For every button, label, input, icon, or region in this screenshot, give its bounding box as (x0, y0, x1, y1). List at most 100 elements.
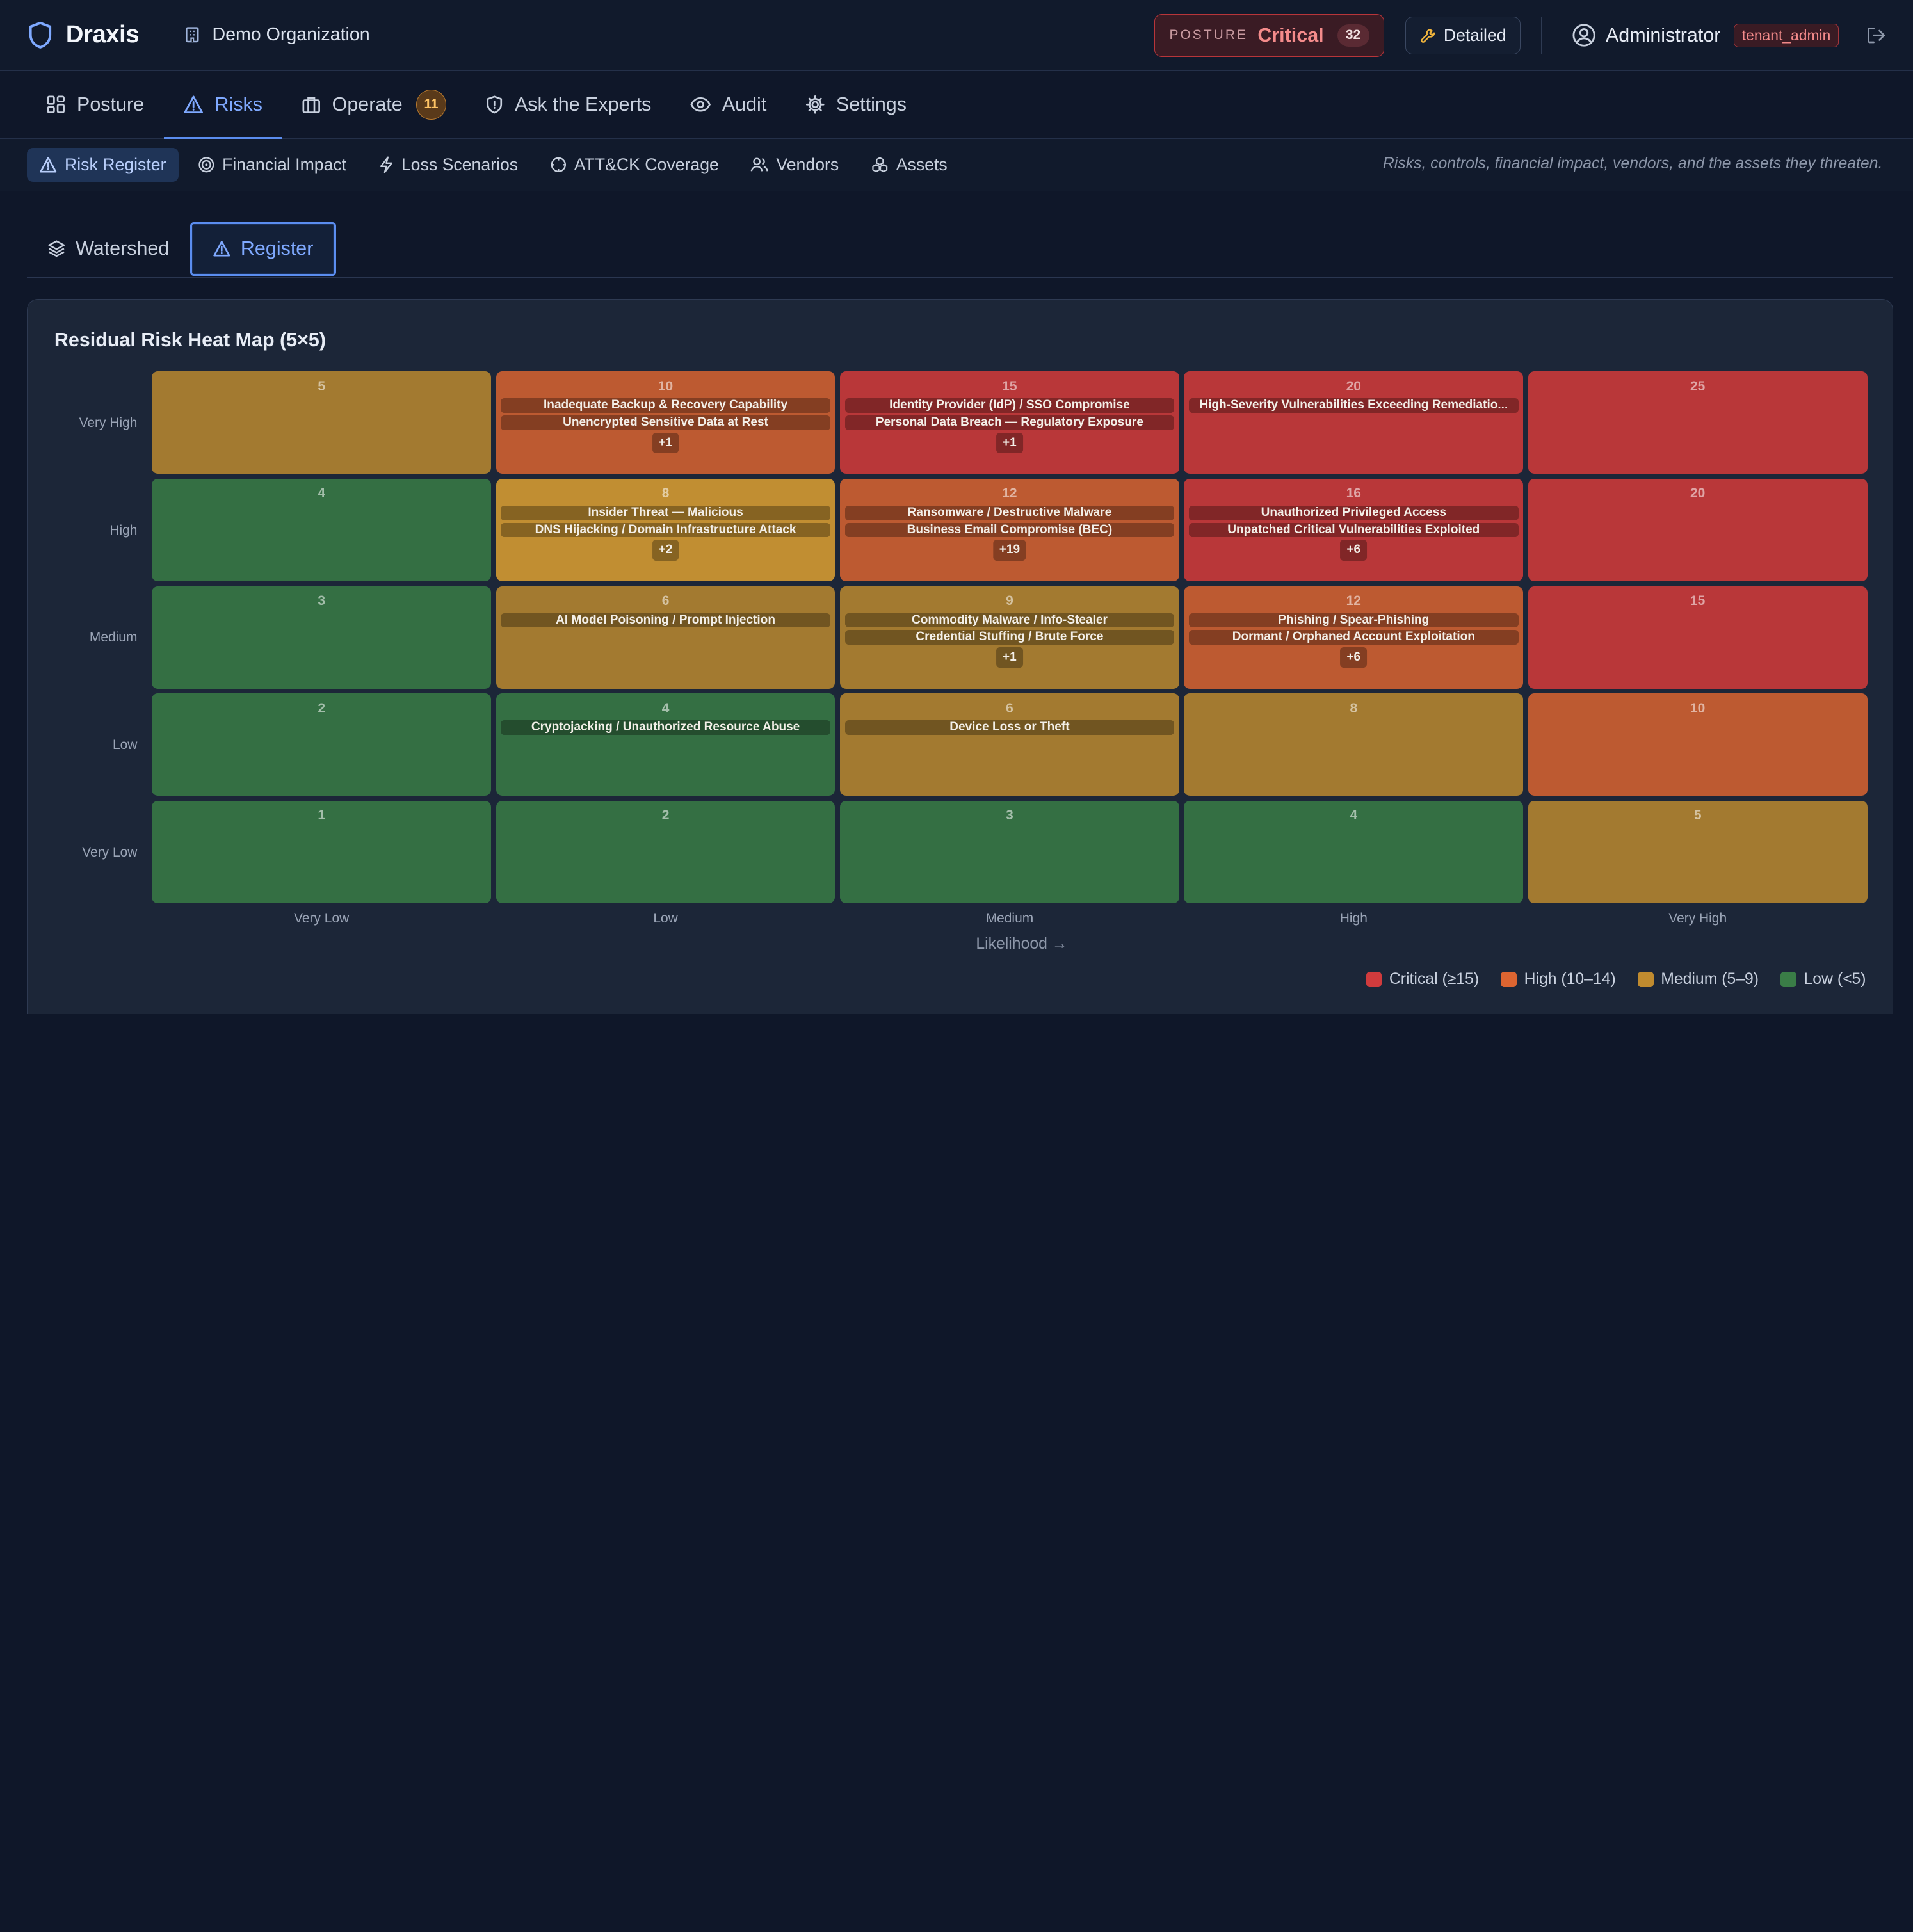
y-axis-label: Very High (79, 415, 138, 430)
heatmap-cell[interactable]: 8 (1184, 693, 1524, 796)
cell-score: 10 (1690, 700, 1706, 716)
risk-tag[interactable]: Inadequate Backup & Recovery Capability (501, 398, 830, 414)
brand[interactable]: Draxis (27, 20, 140, 50)
heatmap-cell[interactable]: 15 Identity Provider (IdP) / SSO Compromi… (840, 371, 1179, 474)
risk-tag[interactable]: Personal Data Breach — Regulatory Exposu… (844, 415, 1175, 430)
heatmap-cell[interactable]: 1 (152, 801, 492, 904)
risk-tag[interactable]: Ransomware / Destructive Malware (844, 505, 1175, 520)
organization-selector[interactable]: Demo Organization (183, 24, 370, 45)
cell-score: 3 (318, 593, 325, 609)
risk-tag[interactable]: Unpatched Critical Vulnerabilities Explo… (1189, 522, 1519, 538)
nav-posture[interactable]: Posture (27, 71, 164, 139)
subnav-assets[interactable]: Assets (859, 148, 960, 182)
risk-tag[interactable]: Insider Threat — Malicious (501, 505, 830, 520)
nav-settings[interactable]: Settings (786, 71, 926, 139)
heatmap-cell[interactable]: 9 Commodity Malware / Info-Stealer Credent… (840, 586, 1179, 689)
risk-tag[interactable]: Device Loss or Theft (844, 720, 1175, 736)
cell-score: 12 (1002, 486, 1017, 501)
main-nav: Posture Risks Operate 11 Ask the Experts… (0, 70, 1913, 141)
tab-register[interactable]: Register (190, 221, 336, 276)
heatmap-cell[interactable]: 25 (1528, 371, 1868, 474)
risk-tag[interactable]: Phishing / Spear-Phishing (1189, 613, 1519, 628)
legend-swatch (1780, 971, 1797, 988)
risk-tag[interactable]: Cryptojacking / Unauthorized Resource Ab… (501, 720, 830, 736)
heatmap-cell[interactable]: 3 (152, 586, 492, 689)
heatmap-cell[interactable]: 5 (1528, 801, 1868, 904)
risk-tag[interactable]: Identity Provider (IdP) / SSO Compromise (844, 398, 1175, 414)
heatmap-cell[interactable]: 20 High-Severity Vulnerabilities Exceedin… (1184, 371, 1524, 474)
more-risks-badge[interactable]: +1 (652, 432, 679, 453)
view-tabs: Watershed Register (26, 221, 1894, 278)
risk-tag[interactable]: Commodity Malware / Info-Stealer (844, 613, 1175, 628)
risk-tag[interactable]: High-Severity Vulnerabilities Exceeding … (1189, 398, 1519, 414)
app-name: Draxis (65, 21, 140, 49)
risk-tag[interactable]: Business Email Compromise (BEC) (844, 522, 1175, 538)
risk-tag[interactable]: AI Model Poisoning / Prompt Injection (501, 613, 830, 628)
heatmap-cell[interactable]: 5 (152, 371, 492, 474)
building-icon (183, 26, 202, 44)
more-risks-badge[interactable]: +6 (1340, 540, 1368, 561)
subnav-attack-coverage[interactable]: ATT&CK Coverage (538, 148, 731, 182)
heatmap-title: Residual Risk Heat Map (5×5) (54, 328, 327, 351)
heatmap-cell[interactable]: 10 Inadequate Backup & Recovery Capabilit… (496, 371, 835, 474)
heatmap-cell[interactable]: 4 (152, 478, 492, 582)
heatmap-cell[interactable]: 4 Cryptojacking / Unauthorized Resource A… (496, 693, 835, 796)
heatmap-cell[interactable]: 10 (1528, 693, 1868, 796)
heatmap-cell[interactable]: 16 Unauthorized Privileged Access Unpatche… (1184, 478, 1524, 582)
y-axis-label: Low (112, 737, 138, 752)
posture-indicator[interactable]: POSTURE Critical 32 (1154, 13, 1385, 57)
subnav-loss-scenarios[interactable]: Loss Scenarios (366, 148, 531, 182)
subnav-financial-impact-label: Financial Impact (222, 155, 347, 175)
more-risks-badge[interactable]: +1 (996, 647, 1023, 668)
more-risks-badge[interactable]: +6 (1340, 647, 1368, 668)
nav-posture-label: Posture (77, 93, 145, 115)
heatmap-cell[interactable]: 15 (1528, 586, 1868, 689)
x-axis-title: Likelihood → (976, 935, 1068, 953)
logout-button[interactable] (1866, 25, 1886, 45)
nav-audit[interactable]: Audit (671, 71, 786, 139)
detailed-mode-button[interactable]: Detailed (1405, 16, 1521, 54)
posture-value: Critical (1257, 24, 1324, 46)
subnav-risk-register[interactable]: Risk Register (26, 148, 179, 182)
nav-ask-the-experts[interactable]: Ask the Experts (466, 71, 671, 139)
heatmap-cell[interactable]: 3 (840, 801, 1179, 904)
user-menu[interactable]: Administrator tenant_admin (1572, 23, 1839, 47)
tab-register-label: Register (240, 237, 314, 260)
target-icon (198, 156, 215, 173)
posture-label: POSTURE (1169, 28, 1248, 43)
heatmap-cell[interactable]: 2 (152, 693, 492, 796)
legend-item: Medium (5–9) (1638, 970, 1759, 988)
user-name: Administrator (1605, 24, 1721, 46)
nav-operate[interactable]: Operate 11 (282, 71, 466, 139)
legend-item: Critical (≥15) (1366, 970, 1479, 988)
more-risks-badge[interactable]: +1 (996, 432, 1023, 453)
risk-tag[interactable]: Credential Stuffing / Brute Force (844, 630, 1175, 645)
heatmap-cell[interactable]: 4 (1184, 801, 1524, 904)
nav-risks[interactable]: Risks (163, 71, 282, 141)
risk-tag[interactable]: Unencrypted Sensitive Data at Rest (501, 415, 830, 430)
y-axis-label: Medium (89, 630, 138, 645)
legend-swatch (1501, 971, 1517, 988)
heatmap-cell[interactable]: 12 Ransomware / Destructive Malware Busine… (840, 478, 1179, 582)
heatmap-cell[interactable]: 20 (1528, 478, 1868, 582)
heatmap-cell[interactable]: 6 Device Loss or Theft (840, 693, 1179, 796)
cell-score: 15 (1002, 378, 1017, 394)
heatmap-cell[interactable]: 8 Insider Threat — Malicious DNS Hijacking… (496, 478, 835, 582)
subnav-vendors[interactable]: Vendors (738, 148, 851, 182)
subnav-financial-impact[interactable]: Financial Impact (186, 148, 359, 182)
warning-triangle-icon (39, 156, 58, 173)
heatmap-cell[interactable]: 2 (496, 801, 835, 904)
cell-score: 3 (1006, 808, 1013, 823)
more-risks-badge[interactable]: +2 (652, 540, 679, 561)
risk-tag[interactable]: DNS Hijacking / Domain Infrastructure At… (501, 522, 830, 538)
risk-tag[interactable]: Unauthorized Privileged Access (1189, 505, 1519, 520)
risk-tag[interactable]: Dormant / Orphaned Account Exploitation (1189, 630, 1519, 645)
tab-watershed[interactable]: Watershed (27, 222, 190, 276)
heatmap-cell[interactable]: 6 AI Model Poisoning / Prompt Injection (496, 586, 835, 689)
heatmap-cell[interactable]: 12 Phishing / Spear-Phishing Dormant / Orp… (1184, 586, 1524, 689)
cell-score: 25 (1690, 378, 1706, 394)
cell-score: 12 (1346, 593, 1361, 609)
legend-label: Medium (5–9) (1661, 970, 1759, 988)
crosshair-icon (550, 156, 567, 173)
more-risks-badge[interactable]: +19 (993, 540, 1026, 561)
